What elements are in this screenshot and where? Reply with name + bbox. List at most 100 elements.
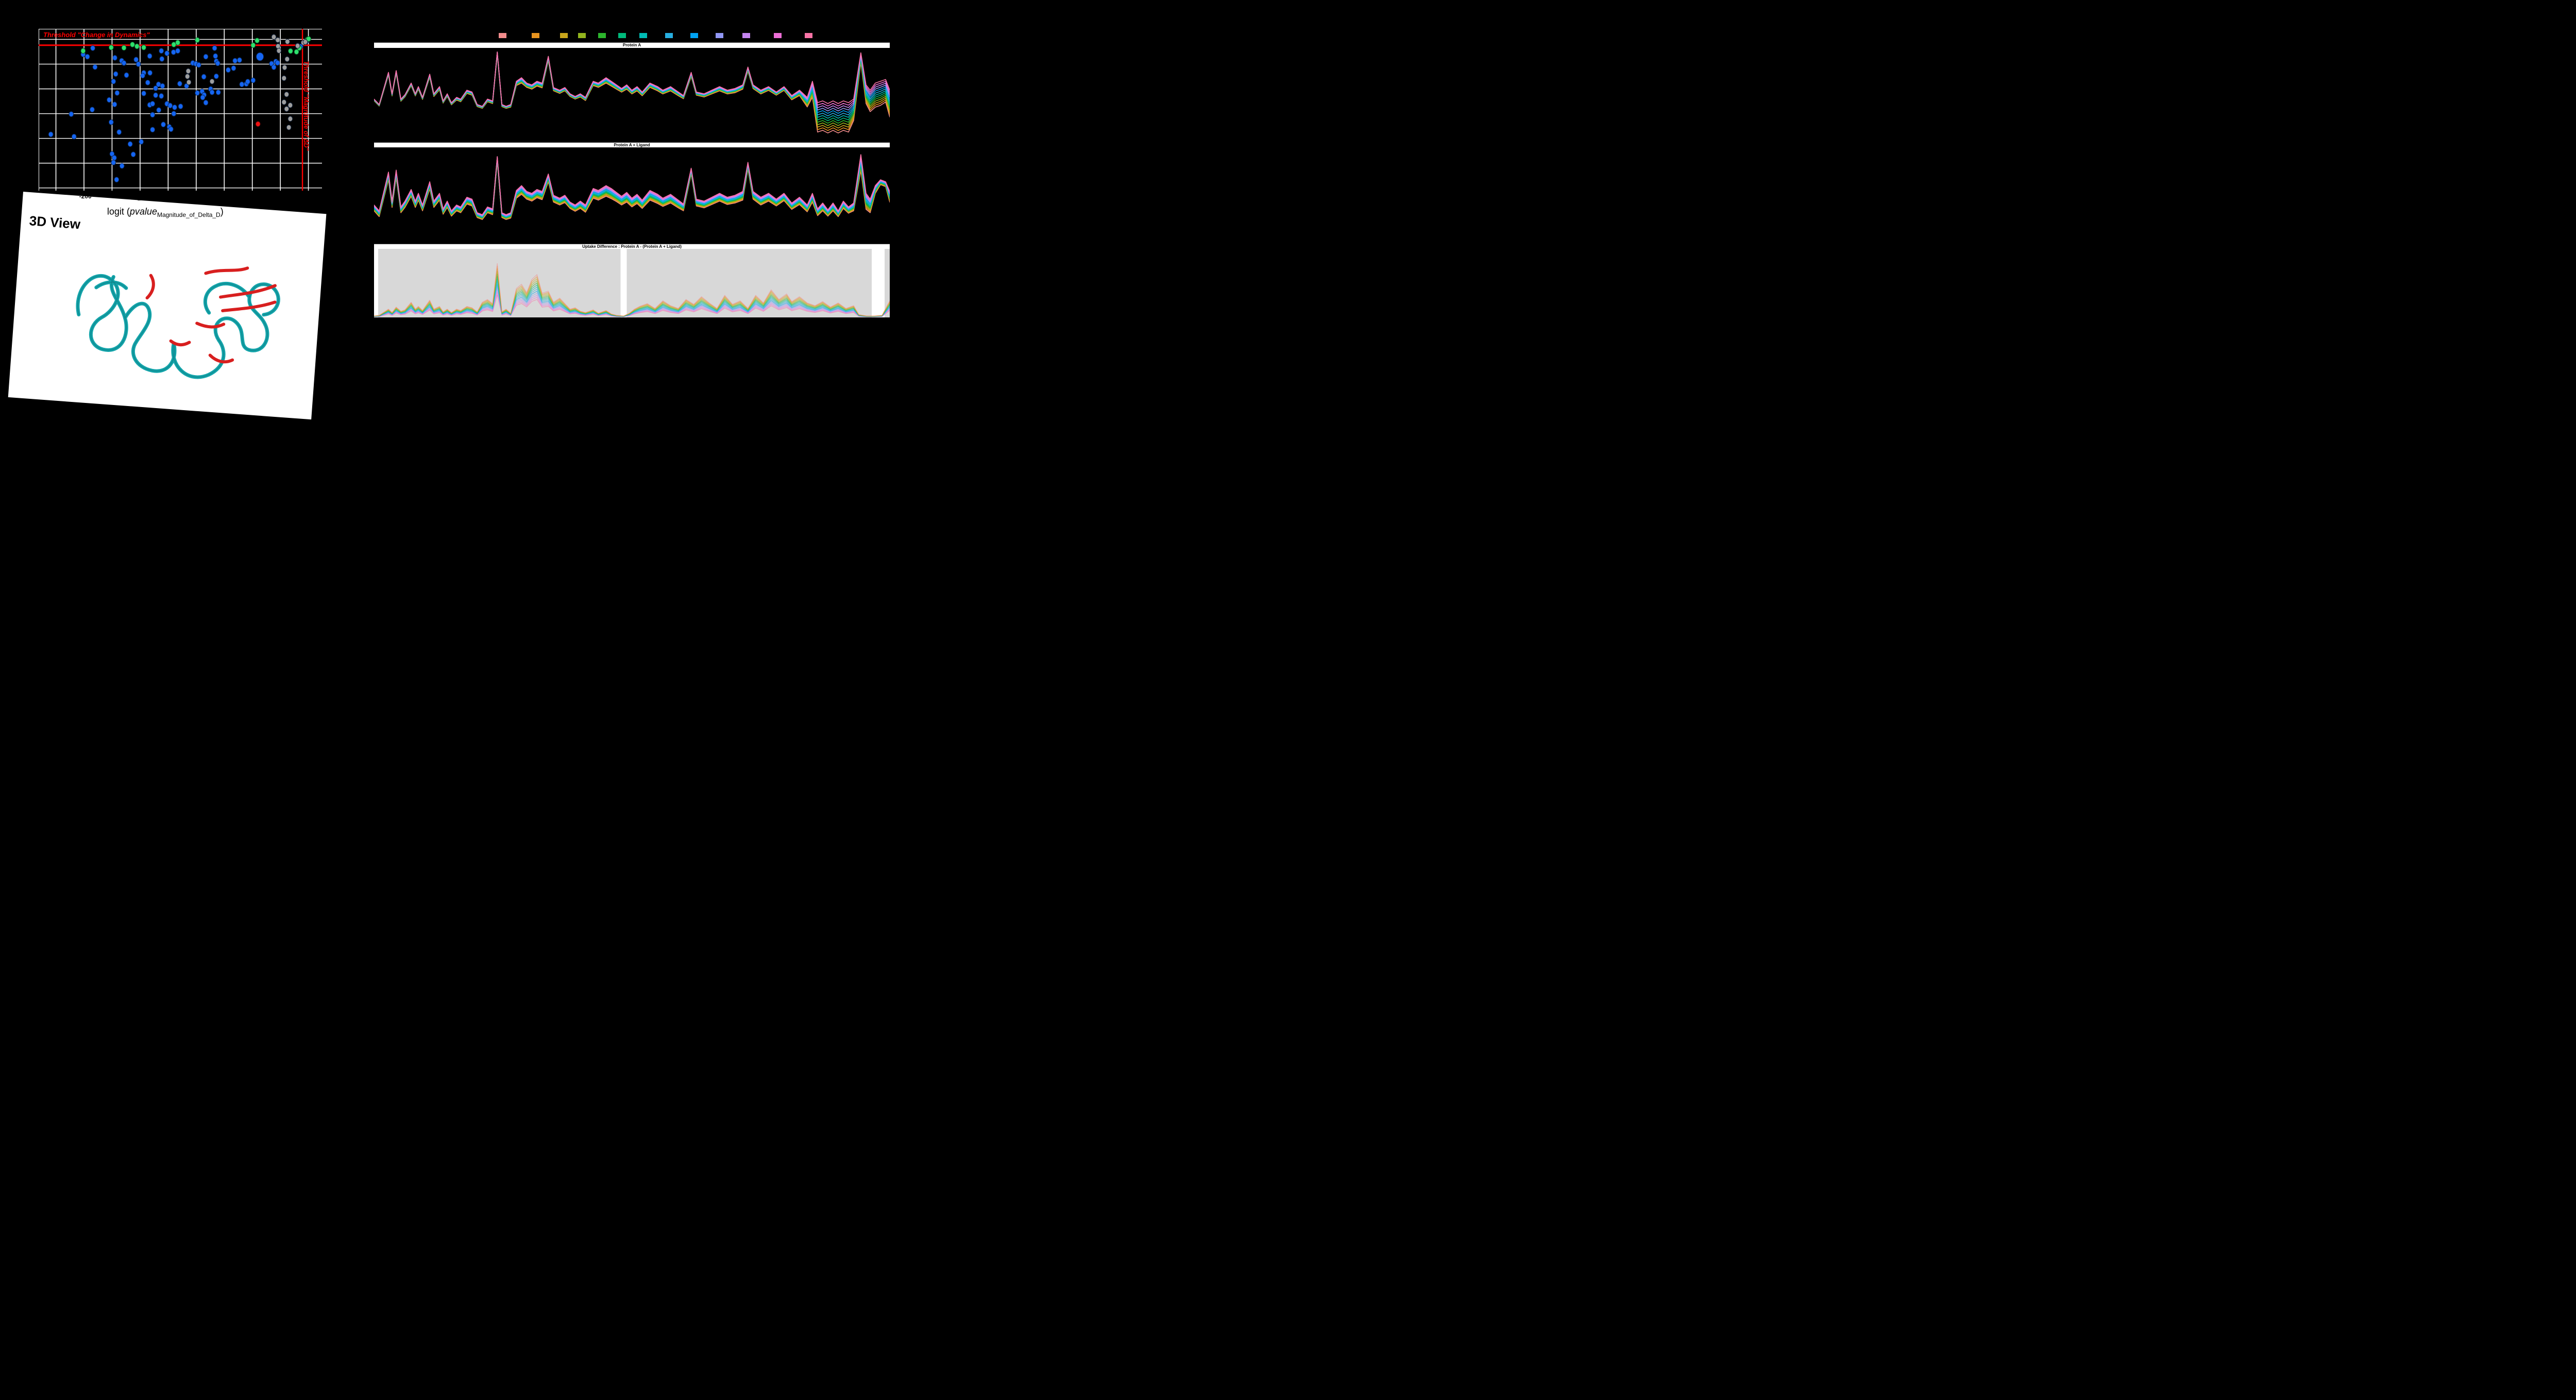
scatter-point-b[interactable]	[140, 73, 145, 79]
scatter-point-g[interactable]	[288, 48, 293, 54]
scatter-point-b[interactable]	[171, 49, 176, 55]
scatter-point-b[interactable]	[153, 85, 159, 91]
scatter-point-y[interactable]	[284, 91, 290, 97]
scatter-point-b[interactable]	[92, 64, 98, 70]
scatter-point-b[interactable]	[196, 62, 201, 68]
scatter-point-b[interactable]	[112, 102, 117, 108]
scatter-point-b[interactable]	[108, 119, 114, 125]
uptake-line-timepoint-5[interactable]	[374, 159, 890, 218]
scatter-point-b[interactable]	[109, 151, 115, 157]
scatter-point-y[interactable]	[275, 37, 281, 43]
scatter-point-b[interactable]	[130, 151, 136, 158]
scatter-point-y[interactable]	[295, 43, 300, 49]
scatter-point-g[interactable]	[294, 49, 299, 55]
scatter-point-b[interactable]	[90, 45, 95, 51]
scatter-point-b[interactable]	[133, 57, 139, 63]
scatter-point-b[interactable]	[127, 141, 133, 147]
scatter-point-b[interactable]	[168, 126, 174, 132]
scatter-point-b[interactable]	[167, 103, 173, 109]
legend-swatch-timepoint-1[interactable]	[499, 33, 506, 38]
scatter-point-b[interactable]	[147, 53, 152, 59]
scatter-point-y[interactable]	[184, 73, 190, 79]
scatter-point-y[interactable]	[282, 64, 287, 71]
legend-swatch-timepoint-4[interactable]	[578, 33, 586, 38]
scatter-point-g[interactable]	[108, 44, 114, 50]
scatter-point-y[interactable]	[284, 56, 290, 62]
scatter-point-b[interactable]	[90, 107, 95, 113]
scatter-point-b[interactable]	[159, 93, 164, 99]
scatter-point-b[interactable]	[226, 67, 231, 73]
scatter-point-y[interactable]	[276, 47, 282, 54]
protein-ribbon-3d[interactable]	[38, 235, 306, 403]
scatter-point-b[interactable]	[178, 104, 183, 109]
scatter-point-b[interactable]	[212, 45, 217, 51]
scatter-point-y[interactable]	[281, 99, 287, 105]
scatter-point-y[interactable]	[186, 79, 192, 86]
scatter-point-r[interactable]	[255, 121, 261, 127]
scatter-point-b[interactable]	[175, 48, 180, 54]
scatter-point-b[interactable]	[239, 81, 245, 88]
legend-swatch-timepoint-7[interactable]	[639, 33, 647, 38]
scatter-point-b[interactable]	[116, 129, 122, 135]
legend-swatch-timepoint-12[interactable]	[774, 33, 782, 38]
scatter-point-y[interactable]	[287, 116, 293, 122]
scatter-point-b[interactable]	[139, 139, 144, 145]
scatter-point-y[interactable]	[275, 43, 281, 49]
legend-swatch-timepoint-2[interactable]	[532, 33, 539, 38]
scatter-point-b[interactable]	[69, 111, 74, 117]
legend-swatch-timepoint-6[interactable]	[618, 33, 626, 38]
scatter-point-b[interactable]	[150, 112, 156, 118]
scatter-point-b[interactable]	[111, 78, 116, 85]
scatter-point-b[interactable]	[177, 81, 182, 87]
scatter-point-b[interactable]	[250, 77, 256, 83]
scatter-point-b[interactable]	[159, 48, 164, 54]
scatter-point-b[interactable]	[121, 60, 127, 66]
scatter-point-b[interactable]	[215, 60, 221, 66]
scatter-point-b[interactable]	[232, 58, 238, 64]
scatter-point-b[interactable]	[237, 57, 242, 63]
scatter-point-b[interactable]	[160, 83, 165, 89]
legend-swatch-timepoint-11[interactable]	[742, 33, 750, 38]
volcano-plot[interactable]	[39, 29, 322, 191]
scatter-point-b[interactable]	[256, 52, 264, 61]
scatter-point-b[interactable]	[245, 78, 250, 85]
scatter-point-g[interactable]	[121, 45, 127, 51]
scatter-point-g[interactable]	[195, 37, 200, 43]
legend-swatch-timepoint-8[interactable]	[665, 33, 673, 38]
scatter-point-b[interactable]	[145, 79, 150, 86]
scatter-point-b[interactable]	[209, 89, 215, 95]
scatter-point-b[interactable]	[114, 177, 120, 183]
scatter-point-y[interactable]	[209, 78, 215, 85]
scatter-point-b[interactable]	[213, 73, 219, 79]
scatter-point-b[interactable]	[231, 65, 236, 71]
scatter-point-b[interactable]	[161, 122, 166, 127]
uptake-line-timepoint-7[interactable]	[374, 158, 890, 218]
scatter-point-b[interactable]	[141, 90, 146, 96]
uptake-difference-chart[interactable]	[374, 248, 890, 317]
legend-swatch-timepoint-9[interactable]	[690, 33, 698, 38]
scatter-point-y[interactable]	[287, 102, 293, 108]
scatter-point-b[interactable]	[156, 107, 162, 113]
scatter-point-y[interactable]	[271, 34, 277, 40]
scatter-point-g[interactable]	[141, 44, 146, 50]
scatter-point-g[interactable]	[134, 43, 140, 49]
scatter-point-b[interactable]	[275, 60, 280, 66]
scatter-point-b[interactable]	[203, 99, 209, 106]
scatter-point-b[interactable]	[119, 163, 125, 169]
scatter-point-b[interactable]	[195, 90, 200, 96]
scatter-point-b[interactable]	[147, 70, 153, 76]
scatter-point-b[interactable]	[150, 100, 156, 107]
scatter-point-b[interactable]	[111, 155, 117, 161]
scatter-point-b[interactable]	[111, 159, 116, 165]
scatter-point-b[interactable]	[171, 111, 177, 116]
scatter-point-b[interactable]	[203, 54, 209, 60]
scatter-point-b[interactable]	[124, 72, 129, 78]
scatter-point-g[interactable]	[80, 48, 86, 54]
legend-swatch-timepoint-10[interactable]	[716, 33, 723, 38]
scatter-point-y[interactable]	[302, 39, 308, 45]
scatter-point-b[interactable]	[159, 56, 165, 62]
legend-swatch-timepoint-3[interactable]	[560, 33, 568, 38]
scatter-point-g[interactable]	[175, 40, 180, 46]
scatter-point-g[interactable]	[250, 42, 256, 48]
scatter-point-b[interactable]	[107, 97, 112, 103]
